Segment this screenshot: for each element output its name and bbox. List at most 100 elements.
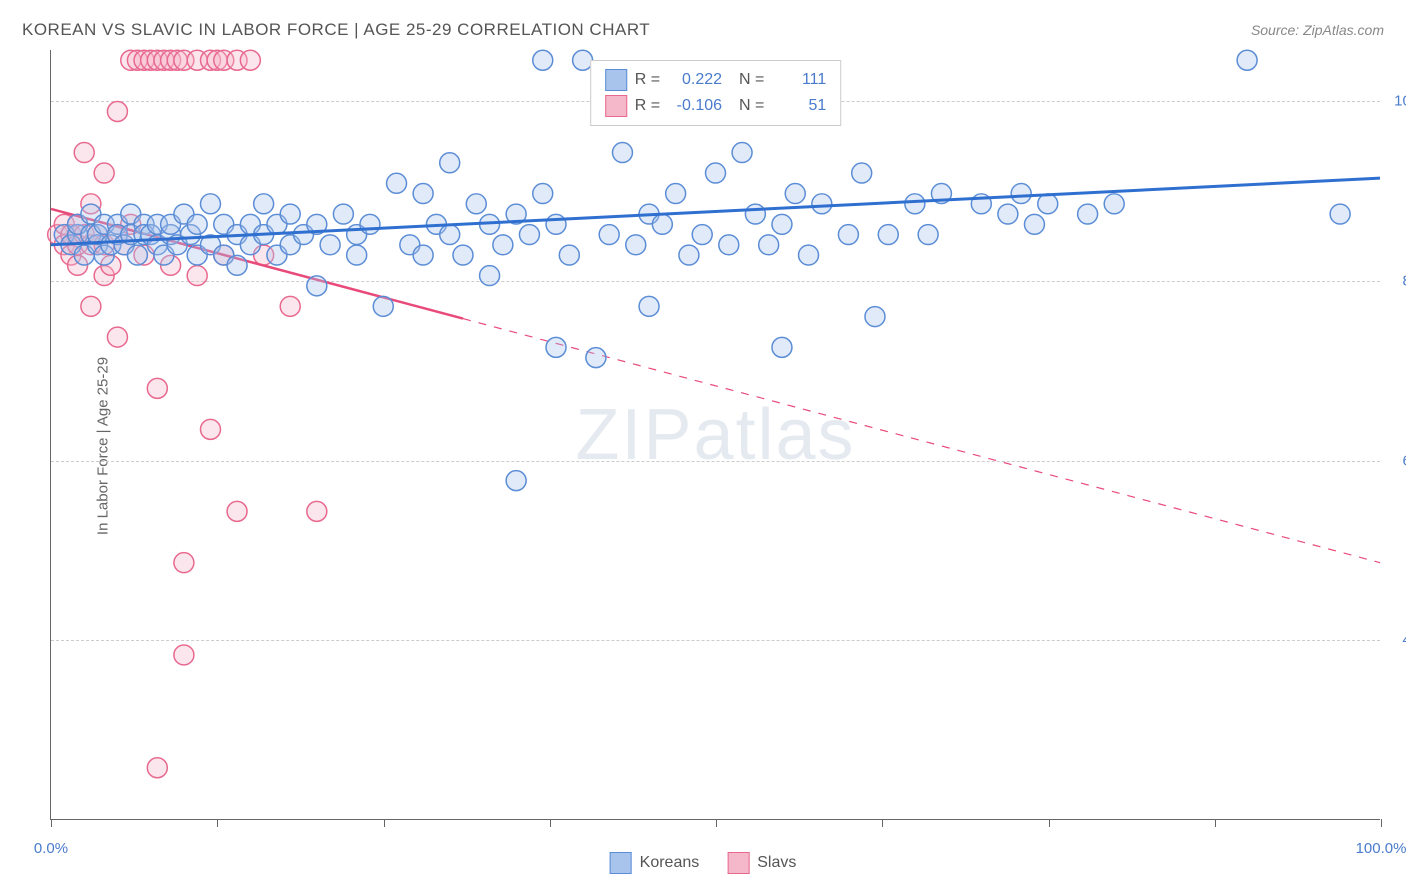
xtick-label: 0.0% — [34, 840, 68, 857]
koreans-point — [1024, 214, 1044, 234]
legend-item-slavs: Slavs — [727, 852, 796, 874]
legend-label: Slavs — [757, 854, 796, 872]
xtick-label: 100.0% — [1356, 840, 1406, 857]
slavs-point — [81, 296, 101, 316]
koreans-point — [347, 245, 367, 265]
slavs-swatch-icon — [727, 852, 749, 874]
slavs-point — [174, 553, 194, 573]
slavs-n-value: 51 — [772, 97, 826, 115]
correlation-stats-box: R = 0.222 N = 111 R = -0.106 N = 51 — [590, 60, 842, 126]
stats-row-koreans: R = 0.222 N = 111 — [605, 67, 827, 93]
slavs-point — [74, 143, 94, 163]
koreans-point — [413, 184, 433, 204]
koreans-point — [480, 266, 500, 286]
koreans-point — [533, 184, 553, 204]
stats-row-slavs: R = -0.106 N = 51 — [605, 93, 827, 119]
koreans-point — [599, 225, 619, 245]
legend-label: Koreans — [640, 854, 700, 872]
xtick — [1049, 819, 1050, 827]
koreans-point — [732, 143, 752, 163]
koreans-point — [612, 143, 632, 163]
koreans-r-value: 0.222 — [668, 71, 722, 89]
koreans-point — [1237, 50, 1257, 70]
koreans-point — [506, 471, 526, 491]
ytick-label: 65.0% — [1385, 452, 1406, 469]
slavs-point — [280, 296, 300, 316]
koreans-point — [546, 337, 566, 357]
koreans-point — [812, 194, 832, 214]
ytick-label: 47.5% — [1385, 632, 1406, 649]
koreans-point — [200, 194, 220, 214]
slavs-point — [187, 266, 207, 286]
xtick — [217, 819, 218, 827]
koreans-point — [187, 214, 207, 234]
slavs-point — [227, 501, 247, 521]
koreans-point — [759, 235, 779, 255]
slavs-point — [174, 645, 194, 665]
koreans-point — [905, 194, 925, 214]
slavs-swatch-icon — [605, 95, 627, 117]
koreans-point — [745, 204, 765, 224]
xtick — [550, 819, 551, 827]
koreans-swatch-icon — [605, 69, 627, 91]
stats-r-label: R = — [635, 71, 660, 89]
koreans-trendline — [51, 178, 1380, 245]
scatter-plot-svg — [51, 50, 1380, 819]
koreans-point — [559, 245, 579, 265]
koreans-point — [533, 50, 553, 70]
slavs-point — [307, 501, 327, 521]
koreans-point — [692, 225, 712, 245]
slavs-point — [147, 378, 167, 398]
koreans-point — [280, 204, 300, 224]
koreans-point — [519, 225, 539, 245]
koreans-point — [1078, 204, 1098, 224]
slavs-r-value: -0.106 — [668, 97, 722, 115]
koreans-point — [719, 235, 739, 255]
chart-title: KOREAN VS SLAVIC IN LABOR FORCE | AGE 25… — [22, 20, 650, 40]
koreans-point — [772, 337, 792, 357]
slavs-point — [147, 758, 167, 778]
series-legend: Koreans Slavs — [610, 852, 797, 874]
koreans-point — [493, 235, 513, 255]
koreans-point — [227, 255, 247, 275]
slavs-point — [94, 163, 114, 183]
koreans-point — [1104, 194, 1124, 214]
koreans-point — [772, 214, 792, 234]
koreans-point — [785, 184, 805, 204]
koreans-point — [918, 225, 938, 245]
plot-area: ZIPatlas 47.5%65.0%82.5%100.0%0.0%100.0%… — [50, 50, 1380, 820]
koreans-point — [320, 235, 340, 255]
koreans-point — [453, 245, 473, 265]
koreans-point — [639, 296, 659, 316]
koreans-point — [440, 225, 460, 245]
ytick-label: 100.0% — [1385, 93, 1406, 110]
legend-item-koreans: Koreans — [610, 852, 700, 874]
koreans-point — [652, 214, 672, 234]
stats-r-label: R = — [635, 97, 660, 115]
koreans-point — [1330, 204, 1350, 224]
xtick — [384, 819, 385, 827]
koreans-point — [546, 214, 566, 234]
slavs-point — [107, 327, 127, 347]
koreans-point — [679, 245, 699, 265]
koreans-point — [333, 204, 353, 224]
stats-n-label: N = — [730, 71, 764, 89]
source-attribution: Source: ZipAtlas.com — [1251, 22, 1384, 38]
koreans-point — [865, 307, 885, 327]
koreans-point — [413, 245, 433, 265]
koreans-point — [307, 276, 327, 296]
koreans-point — [440, 153, 460, 173]
koreans-point — [706, 163, 726, 183]
koreans-point — [852, 163, 872, 183]
koreans-point — [1011, 184, 1031, 204]
chart-container: KOREAN VS SLAVIC IN LABOR FORCE | AGE 25… — [0, 0, 1406, 892]
koreans-point — [387, 173, 407, 193]
koreans-point — [586, 348, 606, 368]
stats-n-label: N = — [730, 97, 764, 115]
xtick — [716, 819, 717, 827]
koreans-point — [254, 194, 274, 214]
slavs-point — [107, 102, 127, 122]
koreans-point — [127, 245, 147, 265]
slavs-point — [200, 419, 220, 439]
ytick-label: 82.5% — [1385, 273, 1406, 290]
